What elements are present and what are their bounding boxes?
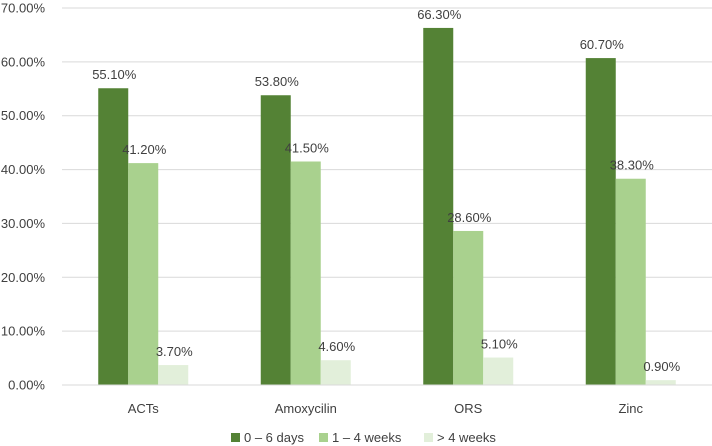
data-label: 41.50%: [285, 140, 330, 155]
bar: [260, 95, 291, 386]
bar: [320, 360, 351, 385]
x-axis-category-labels: ACTs Amoxycilin ORS Zinc: [128, 401, 644, 416]
y-tick-label: 30.00%: [1, 216, 46, 231]
y-tick-label: 10.00%: [1, 324, 46, 339]
data-label: 28.60%: [447, 210, 492, 225]
legend-swatch: [231, 433, 240, 442]
gridlines: [62, 7, 712, 332]
bar: [453, 230, 484, 385]
bar: [290, 161, 321, 385]
data-label: 55.10%: [92, 67, 137, 82]
bar: [615, 178, 646, 385]
bar: [585, 58, 616, 385]
x-category-label: Amoxycilin: [275, 401, 337, 416]
legend-label: > 4 weeks: [437, 430, 496, 445]
bar: [483, 357, 514, 385]
bar: [128, 163, 159, 385]
y-axis-tick-labels: 0.00% 10.00% 20.00% 30.00% 40.00% 50.00% 60.00…: [1, 1, 46, 393]
legend-label: 0 – 6 days: [244, 430, 304, 445]
data-label: 38.30%: [610, 158, 655, 173]
y-tick-label: 20.00%: [1, 270, 46, 285]
y-tick-label: 60.00%: [1, 54, 46, 69]
bar: [98, 88, 129, 386]
data-label: 41.20%: [122, 142, 167, 157]
bar: [645, 380, 676, 385]
x-category-label: ORS: [454, 401, 483, 416]
y-tick-label: 70.00%: [1, 1, 46, 16]
data-label: 0.90%: [643, 359, 680, 374]
data-label: 3.70%: [156, 344, 193, 359]
data-labels: 55.10% 41.20% 3.70% 53.80% 41.50% 4.60% 66.30%…: [92, 7, 680, 374]
data-label: 53.80%: [255, 74, 300, 89]
bar: [423, 27, 454, 385]
x-category-label: ACTs: [128, 401, 160, 416]
x-category-label: Zinc: [618, 401, 643, 416]
y-tick-label: 50.00%: [1, 108, 46, 123]
data-label: 4.60%: [318, 339, 355, 354]
legend-label: 1 – 4 weeks: [332, 430, 402, 445]
y-tick-label: 40.00%: [1, 162, 46, 177]
bar: [158, 365, 189, 385]
legend-swatch: [424, 433, 433, 442]
legend: 0 – 6 days 1 – 4 weeks > 4 weeks: [231, 430, 496, 445]
y-tick-label: 0.00%: [8, 378, 45, 393]
data-label: 5.10%: [481, 337, 518, 352]
data-label: 66.30%: [417, 7, 462, 22]
bars: [98, 27, 676, 386]
data-label: 60.70%: [580, 37, 625, 52]
legend-swatch: [319, 433, 328, 442]
